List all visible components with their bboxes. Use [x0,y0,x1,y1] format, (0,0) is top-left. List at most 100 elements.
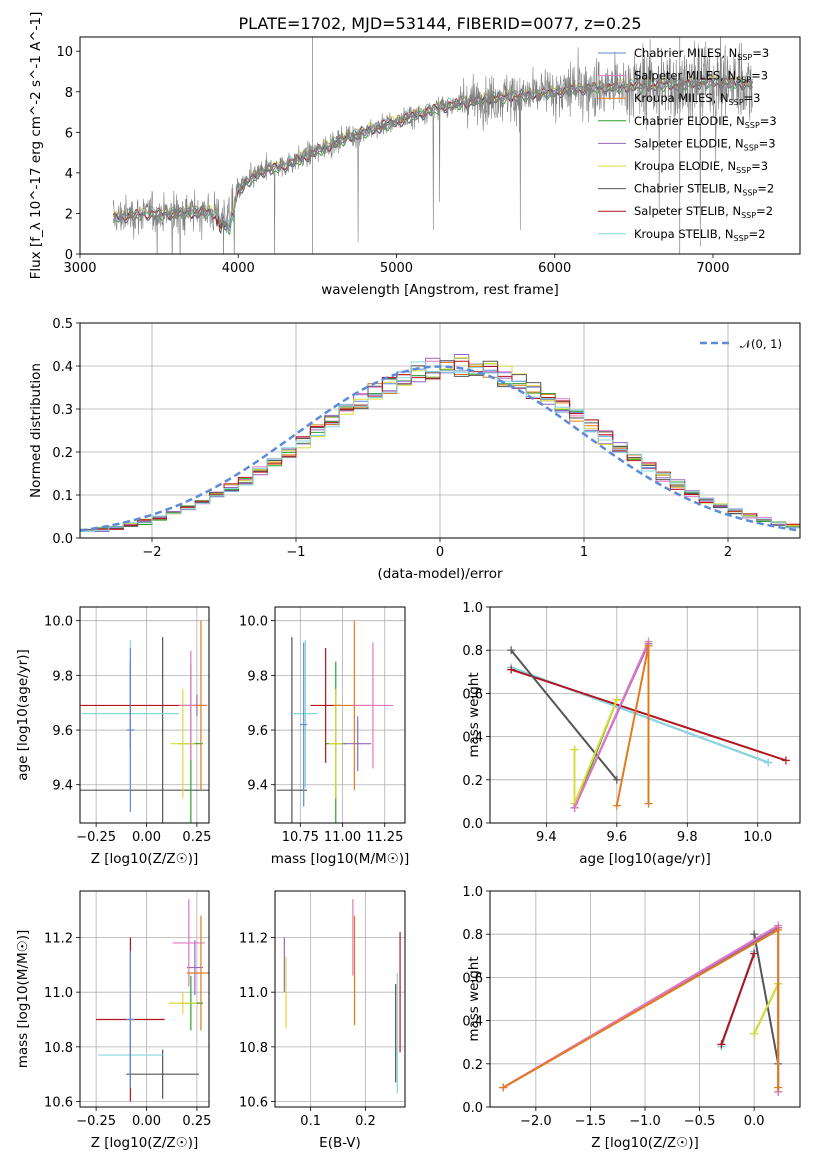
x-tick-label: −1 [286,545,305,560]
y-tick-label: 2 [65,207,73,222]
histogram-chabrier_stelib [80,360,800,530]
x-axis-label: (data-model)/error [377,566,503,582]
axes-frame [79,890,210,1108]
x-tick-label: 10.0 [743,830,772,845]
y-tick-label: 1.0 [462,601,483,616]
axes-age_vs_mass: 10.75 11.00 11.25 9.4 9.6 9.8 10.0 mass [log10(… [239,606,410,867]
x-tick-label: 9.8 [677,830,698,845]
weight-line-kroupa_miles [615,645,650,806]
weight-marker [764,758,773,767]
x-tick-label: −0.25 [76,1114,116,1129]
errorbar-salpeter_elodie [186,940,203,995]
errorbar-chabrier_miles [300,642,308,807]
x-axis-label: Z [log10(Z/Z☉)] [91,851,199,867]
y-tick-label: 0.8 [462,644,483,659]
x-tick-label: −2.0 [520,1114,552,1129]
errorbar-salpeter_miles [172,899,205,987]
y-tick-label: 8 [65,86,73,101]
y-tick-label: 0.0 [52,532,73,547]
y-tick-label: 9.6 [52,724,73,739]
y-tick-label: 10.8 [44,1041,73,1056]
y-axis-label: mass weight [466,672,482,757]
y-tick-label: 4 [65,167,73,182]
errorbar-salpeter_elodie [344,716,372,772]
weight-line-chabrier_stelib [510,649,618,781]
axes-mass_vs_Z: −0.25 0.00 0.25 10.6 10.8 11.0 11.2 Z [log10(Z/… [15,890,211,1151]
x-tick-label: 0.1 [300,1114,321,1129]
histogram-salpeter_stelib [80,360,800,532]
plot-area [283,899,401,1094]
weight-line-salpeter_stelib [720,953,756,1045]
axes-frame [489,606,801,824]
y-axis-label: age [log10(age/yr)] [15,649,31,781]
axes-residuals: −2 −1 0 1 2 0.0 0.1 0.2 0.3 0.4 0.5 (data-model)/er… [28,317,801,582]
weight-line-salpeter_miles [573,641,650,809]
y-axis-label: mass [log10(M/M☉)] [15,930,31,1069]
x-tick-label: 11.25 [366,830,403,845]
x-axis-label: Z [log10(Z/Z☉)] [91,1135,199,1151]
x-tick-label: 2 [724,545,732,560]
weight-marker [499,1083,508,1092]
y-tick-label: 0.6 [462,971,483,986]
y-tick-label: 0.0 [462,1101,483,1116]
legend-label: Salpeter STELIB, NSSP=2 [634,204,773,220]
y-tick-label: 11.0 [239,986,268,1001]
weight-marker [717,1040,726,1049]
y-tick-label: 10 [56,45,73,60]
y-tick-label: 0.8 [462,928,483,943]
x-tick-label: 5000 [380,261,413,276]
errorbar-chabrier_stelib [126,1049,199,1099]
x-tick-label: 9.6 [606,830,627,845]
x-tick-label: 3000 [63,261,96,276]
y-tick-label: 10.0 [239,615,268,630]
x-tick-label: −0.5 [684,1114,716,1129]
errorbar-chabrier_miles [126,648,135,813]
errorbar-salpeter_miles [352,642,394,769]
errorbar-kroupa_stelib [293,639,318,788]
y-tick-label: 11.0 [44,986,73,1001]
errorbar-chabrier_miles [126,951,135,1088]
y-tick-label: 10.0 [44,615,73,630]
y-tick-label: 0.4 [462,731,483,746]
y-tick-label: 9.4 [52,779,73,794]
weight-marker [570,803,579,812]
x-axis-label: Z [log10(Z/Z☉)] [591,1135,699,1151]
x-axis-label: E(B-V) [319,1135,361,1151]
axes-frame [274,890,406,1108]
errorbar-kroupa_elodie [168,992,197,1015]
weight-marker [774,1083,783,1092]
axes-frame [79,322,801,539]
weight-marker [570,745,579,754]
y-tick-label: 10.6 [44,1096,73,1111]
x-axis-label: mass [log10(M/M☉)] [271,851,410,867]
axes-age_vs_Z: −0.25 0.00 0.25 9.4 9.6 9.8 10.0 Z [log10(Z/Z☉)… [15,606,211,867]
axes-weight_vs_Z: −2.0 −1.5 −1.0 −0.5 0.0 0.0 0.2 0.4 0.6 0.8 1.0 Z [… [462,885,801,1151]
y-tick-label: 11.2 [44,931,73,946]
y-tick-label: 9.8 [247,669,268,684]
legend-label: 𝒩(0, 1) [740,337,782,351]
y-tick-label: 0.2 [462,1058,483,1073]
histogram-kroupa_stelib [80,361,800,532]
x-tick-label: 0.25 [182,1114,211,1129]
weight-line-chabrier_stelib [753,934,780,1064]
x-tick-label: −2 [142,545,161,560]
x-tick-label: 7000 [696,261,729,276]
y-tick-label: 10.8 [239,1041,268,1056]
errorbar-chabrier_stelib [276,637,308,823]
plot-area [276,620,394,823]
plot-area [499,921,783,1096]
plot-area [96,899,209,1102]
errorbar-kroupa_miles [186,915,209,1031]
legend-label: Kroupa STELIB, NSSP=2 [634,227,765,243]
y-tick-label: 0.6 [462,687,483,702]
y-tick-label: 0.0 [462,817,483,832]
x-tick-label: 11.00 [324,830,361,845]
legend-label: Salpeter MILES, NSSP=3 [634,69,768,85]
x-tick-label: 0.2 [355,1114,376,1129]
x-tick-label: 0 [436,545,444,560]
legend-label: Chabrier ELODIE, NSSP=3 [634,114,777,130]
axes-frame [79,606,210,824]
x-tick-label: 0.0 [744,1114,765,1129]
y-tick-label: 0.1 [52,489,73,504]
weight-marker [612,695,621,704]
